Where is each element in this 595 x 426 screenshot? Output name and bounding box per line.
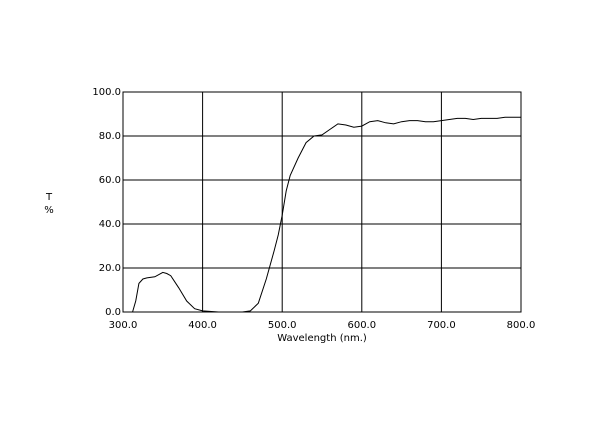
x-tick-label: 700.0	[427, 320, 456, 331]
x-tick-label: 300.0	[109, 320, 138, 331]
y-tick-label: 20.0	[99, 263, 121, 274]
data-line	[132, 116, 521, 313]
y-axis-label: %	[44, 205, 54, 216]
x-tick-label: 800.0	[507, 320, 536, 331]
plot-frame	[122, 91, 522, 313]
y-tick-label: 60.0	[99, 175, 121, 186]
y-tick-label: 0.0	[105, 307, 121, 318]
x-axis-label: Wavelength (nm.)	[277, 333, 367, 344]
y-axis-label: T	[45, 192, 53, 203]
x-tick-label: 500.0	[268, 320, 297, 331]
x-tick-label: 400.0	[188, 320, 217, 331]
y-tick-label: 100.0	[92, 87, 121, 98]
x-tick-label: 600.0	[347, 320, 376, 331]
y-tick-label: 80.0	[99, 131, 121, 142]
y-tick-label: 40.0	[99, 219, 121, 230]
